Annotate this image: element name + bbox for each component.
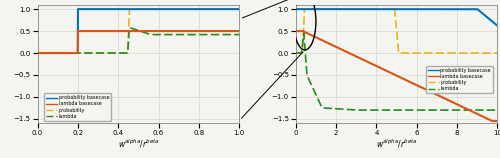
Legend: probability basecase, lambda basecase, probability, lambda: probability basecase, lambda basecase, p… <box>426 66 493 93</box>
X-axis label: $w^{alpha}/r^{beta}$: $w^{alpha}/r^{beta}$ <box>118 138 159 150</box>
Legend: probability basecase, lambda basecase, probability, lambda: probability basecase, lambda basecase, p… <box>44 93 111 121</box>
X-axis label: $w^{alpha}/r^{beta}$: $w^{alpha}/r^{beta}$ <box>376 138 418 150</box>
